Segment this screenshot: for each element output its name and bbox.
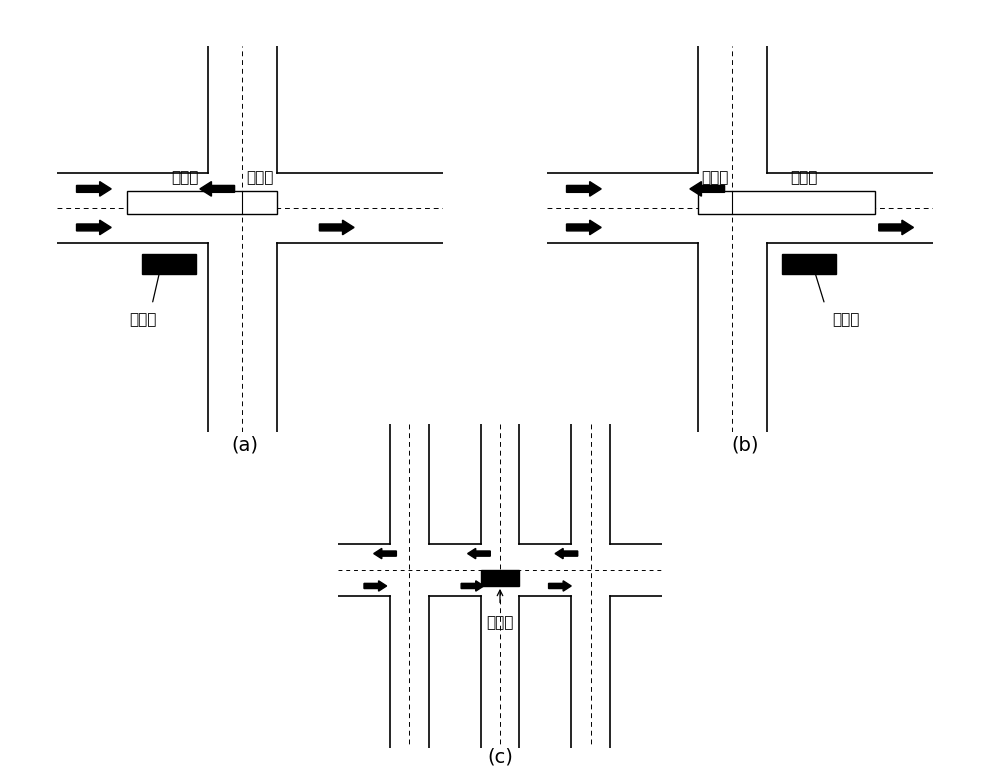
Text: 出口道: 出口道 xyxy=(790,170,817,185)
FancyArrow shape xyxy=(461,581,484,591)
Text: 公交站: 公交站 xyxy=(833,312,860,327)
Text: 进口道: 进口道 xyxy=(171,170,198,185)
Text: 出口道: 出口道 xyxy=(246,170,273,185)
FancyArrow shape xyxy=(468,548,490,559)
Polygon shape xyxy=(698,191,875,214)
FancyArrow shape xyxy=(567,182,601,196)
Bar xyxy=(782,254,836,274)
FancyArrow shape xyxy=(879,221,913,234)
FancyArrow shape xyxy=(319,221,354,234)
FancyArrow shape xyxy=(77,221,111,234)
Text: 进口道: 进口道 xyxy=(701,170,729,185)
Text: (b): (b) xyxy=(731,436,759,455)
FancyArrow shape xyxy=(200,182,235,196)
Bar xyxy=(142,254,196,274)
Text: (a): (a) xyxy=(232,436,258,455)
Text: (c): (c) xyxy=(487,748,513,767)
FancyArrow shape xyxy=(567,221,601,234)
FancyArrow shape xyxy=(77,182,111,196)
Bar xyxy=(481,570,519,586)
FancyArrow shape xyxy=(690,182,725,196)
Text: 公交站: 公交站 xyxy=(486,615,514,630)
FancyArrow shape xyxy=(555,548,578,559)
Text: 公交站: 公交站 xyxy=(129,312,156,327)
FancyArrow shape xyxy=(374,548,396,559)
FancyArrow shape xyxy=(549,581,571,591)
Polygon shape xyxy=(127,191,277,214)
FancyArrow shape xyxy=(364,581,387,591)
